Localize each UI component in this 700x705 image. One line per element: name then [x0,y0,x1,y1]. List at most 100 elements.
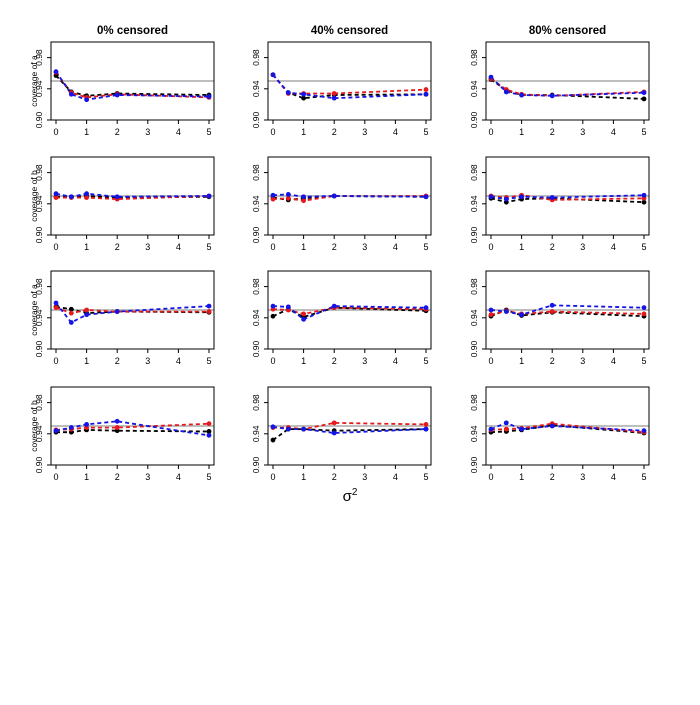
y-tick-label: 0.98 [469,164,479,181]
data-point-blue [53,69,59,75]
y-tick-label: 0.90 [34,111,44,128]
x-tick-label: 3 [362,127,367,137]
data-point-blue [301,426,306,432]
x-tick-label: 2 [332,472,337,482]
data-point-blue [503,89,509,95]
x-tick-label: 1 [301,242,306,252]
x-tick-label: 4 [393,356,398,366]
data-point-black [68,306,74,312]
x-tick-label: 1 [519,356,524,366]
x-tick-label: 3 [145,127,150,137]
x-tick-label: 1 [301,356,306,366]
x-tick-label: 0 [488,242,493,252]
data-point-blue [285,90,291,96]
data-point-blue [331,95,337,101]
y-tick-label: 0.98 [251,278,261,295]
x-tick-label: 5 [206,127,211,137]
panel-frame [485,270,650,350]
data-point-blue [84,312,89,318]
x-tick-label: 2 [332,356,337,366]
x-tick-label: 2 [332,127,337,137]
data-point-blue [519,312,524,318]
data-point-black [641,199,647,205]
x-tick-label: 4 [393,472,398,482]
data-point-black [270,313,276,319]
x-tick-label: 3 [580,242,585,252]
data-point-blue [301,91,306,97]
data-point-blue [285,304,291,310]
data-point-blue [519,194,524,200]
x-tick-label: 4 [176,127,181,137]
series-line-blue [55,302,210,324]
data-point-blue [114,418,120,424]
data-point-blue [114,309,120,314]
x-tick-label: 2 [550,472,555,482]
x-tick-label: 0 [53,127,58,137]
data-point-red [84,307,89,313]
x-tick-label: 5 [641,127,646,137]
data-point-blue [68,194,74,200]
y-tick-label: 0.94 [469,195,479,212]
panel-frame [267,156,432,236]
data-point-red [423,422,429,427]
data-point-red [503,426,509,432]
y-tick-label: 0.98 [251,49,261,66]
data-point-red [53,195,59,200]
x-tick-label: 2 [550,356,555,366]
data-point-blue [53,300,59,306]
x-tick-label: 4 [393,242,398,252]
y-axis-label: coverage of b [29,400,39,452]
panel-frame [50,156,215,236]
y-tick-label: 0.94 [34,195,44,212]
y-tick-label: 0.90 [469,111,479,128]
data-point-blue [270,72,276,78]
data-point-red [84,195,89,200]
x-tick-label: 3 [580,127,585,137]
x-tick-label: 5 [206,242,211,252]
panel-frame [267,270,432,350]
y-tick-label: 0.94 [469,80,479,97]
data-point-blue [53,191,59,197]
data-point-red [641,311,647,317]
data-point-blue [423,426,429,432]
data-point-blue [285,192,291,197]
data-point-blue [549,93,555,99]
data-point-blue [206,193,212,199]
data-point-blue [331,193,337,199]
data-point-blue [53,428,59,434]
x-tick-label: 4 [611,356,616,366]
x-tick-label: 4 [393,127,398,137]
column-title: 40% censored [311,25,388,37]
x-tick-label: 0 [270,242,275,252]
column-title: 0% censored [97,25,168,37]
y-tick-label: 0.90 [34,226,44,243]
y-tick-label: 0.90 [34,340,44,357]
data-point-red [423,87,429,92]
data-point-blue [641,428,647,434]
x-tick-label: 3 [580,356,585,366]
data-point-blue [206,303,212,309]
data-point-blue [549,302,555,308]
x-tick-label: 0 [488,127,493,137]
x-tick-label: 5 [423,356,428,366]
y-tick-label: 0.90 [251,340,261,357]
y-tick-label: 0.98 [251,164,261,181]
y-axis-label: coverage of b [29,170,39,222]
x-tick-label: 5 [423,127,428,137]
y-tick-label: 0.90 [251,226,261,243]
data-point-blue [488,74,494,80]
y-tick-label: 0.98 [34,164,44,181]
x-tick-label: 4 [611,242,616,252]
data-point-blue [488,307,494,313]
x-tick-label: 0 [53,356,58,366]
data-point-blue [84,97,89,103]
panel-frame [267,386,432,466]
y-tick-label: 0.98 [34,49,44,66]
data-point-blue [270,303,276,309]
x-tick-label: 5 [423,242,428,252]
x-tick-label: 4 [176,356,181,366]
x-tick-label: 2 [115,127,120,137]
data-point-blue [503,309,509,314]
data-point-blue [641,192,647,198]
